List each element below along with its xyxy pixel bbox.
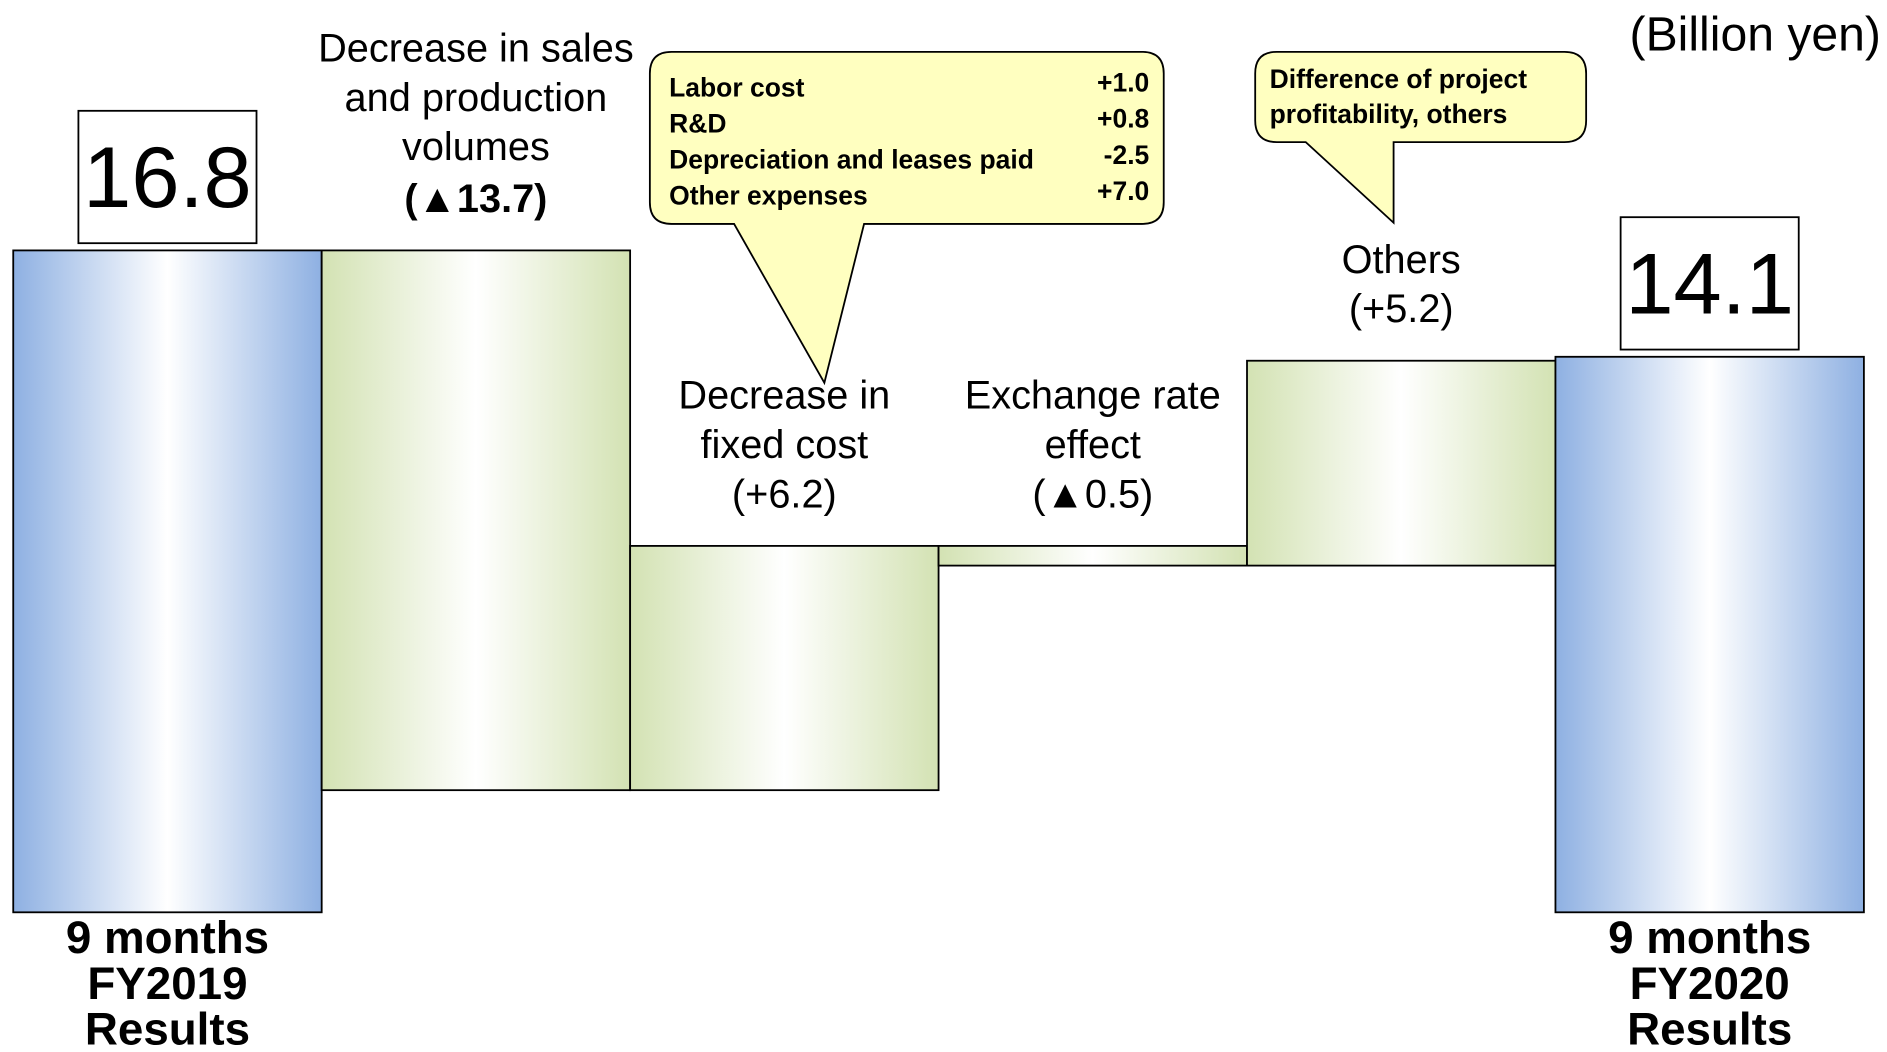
bar	[1246, 359, 1557, 567]
value-label: 14.1	[1625, 236, 1794, 332]
bar	[629, 544, 940, 792]
category-label: Others	[1342, 238, 1461, 282]
value-box	[77, 109, 258, 245]
bars	[12, 249, 1865, 914]
value-label: (▲0.5)	[1032, 472, 1153, 516]
category-label: FY2019	[87, 958, 247, 1009]
callout-row-value: +1.0	[1097, 68, 1149, 98]
unit-label: (Billion yen)	[1630, 8, 1881, 62]
category-label: Decrease in	[678, 374, 890, 418]
callout-text: Difference of project	[1270, 64, 1528, 94]
callout	[1254, 50, 1588, 225]
bar	[12, 249, 323, 914]
bar	[1554, 355, 1865, 914]
category-label: Decrease in sales	[318, 26, 634, 70]
callout-row-value: -2.5	[1104, 140, 1150, 170]
callout-row-value: +7.0	[1097, 176, 1149, 206]
value-label: (▲13.7)	[404, 177, 547, 221]
callout-row-value: +0.8	[1097, 104, 1149, 134]
category-label: Exchange rate	[965, 374, 1221, 418]
value-label: (+5.2)	[1349, 287, 1454, 331]
value-label: (+6.2)	[732, 472, 837, 516]
value-label: 16.8	[83, 130, 252, 226]
category-label: volumes	[402, 125, 550, 169]
category-label: FY2020	[1630, 958, 1790, 1009]
bar	[320, 249, 632, 792]
callout-row-label: Labor cost	[669, 72, 804, 102]
callout	[648, 50, 1165, 386]
category-label: 9 months	[1608, 912, 1811, 963]
category-label: fixed cost	[700, 423, 868, 467]
category-label: and production	[345, 76, 608, 120]
category-label: 9 months	[66, 912, 269, 963]
category-label: effect	[1045, 423, 1141, 467]
value-box	[1619, 216, 1800, 351]
callout-text: profitability, others	[1270, 99, 1508, 129]
callout-row-label: Depreciation and leases paid	[669, 145, 1034, 175]
callout-row-label: Other expenses	[669, 181, 868, 211]
bar	[937, 544, 1248, 567]
category-label: Results	[1627, 1004, 1792, 1052]
callout-row-label: R&D	[669, 108, 726, 138]
category-label: Results	[85, 1004, 250, 1052]
